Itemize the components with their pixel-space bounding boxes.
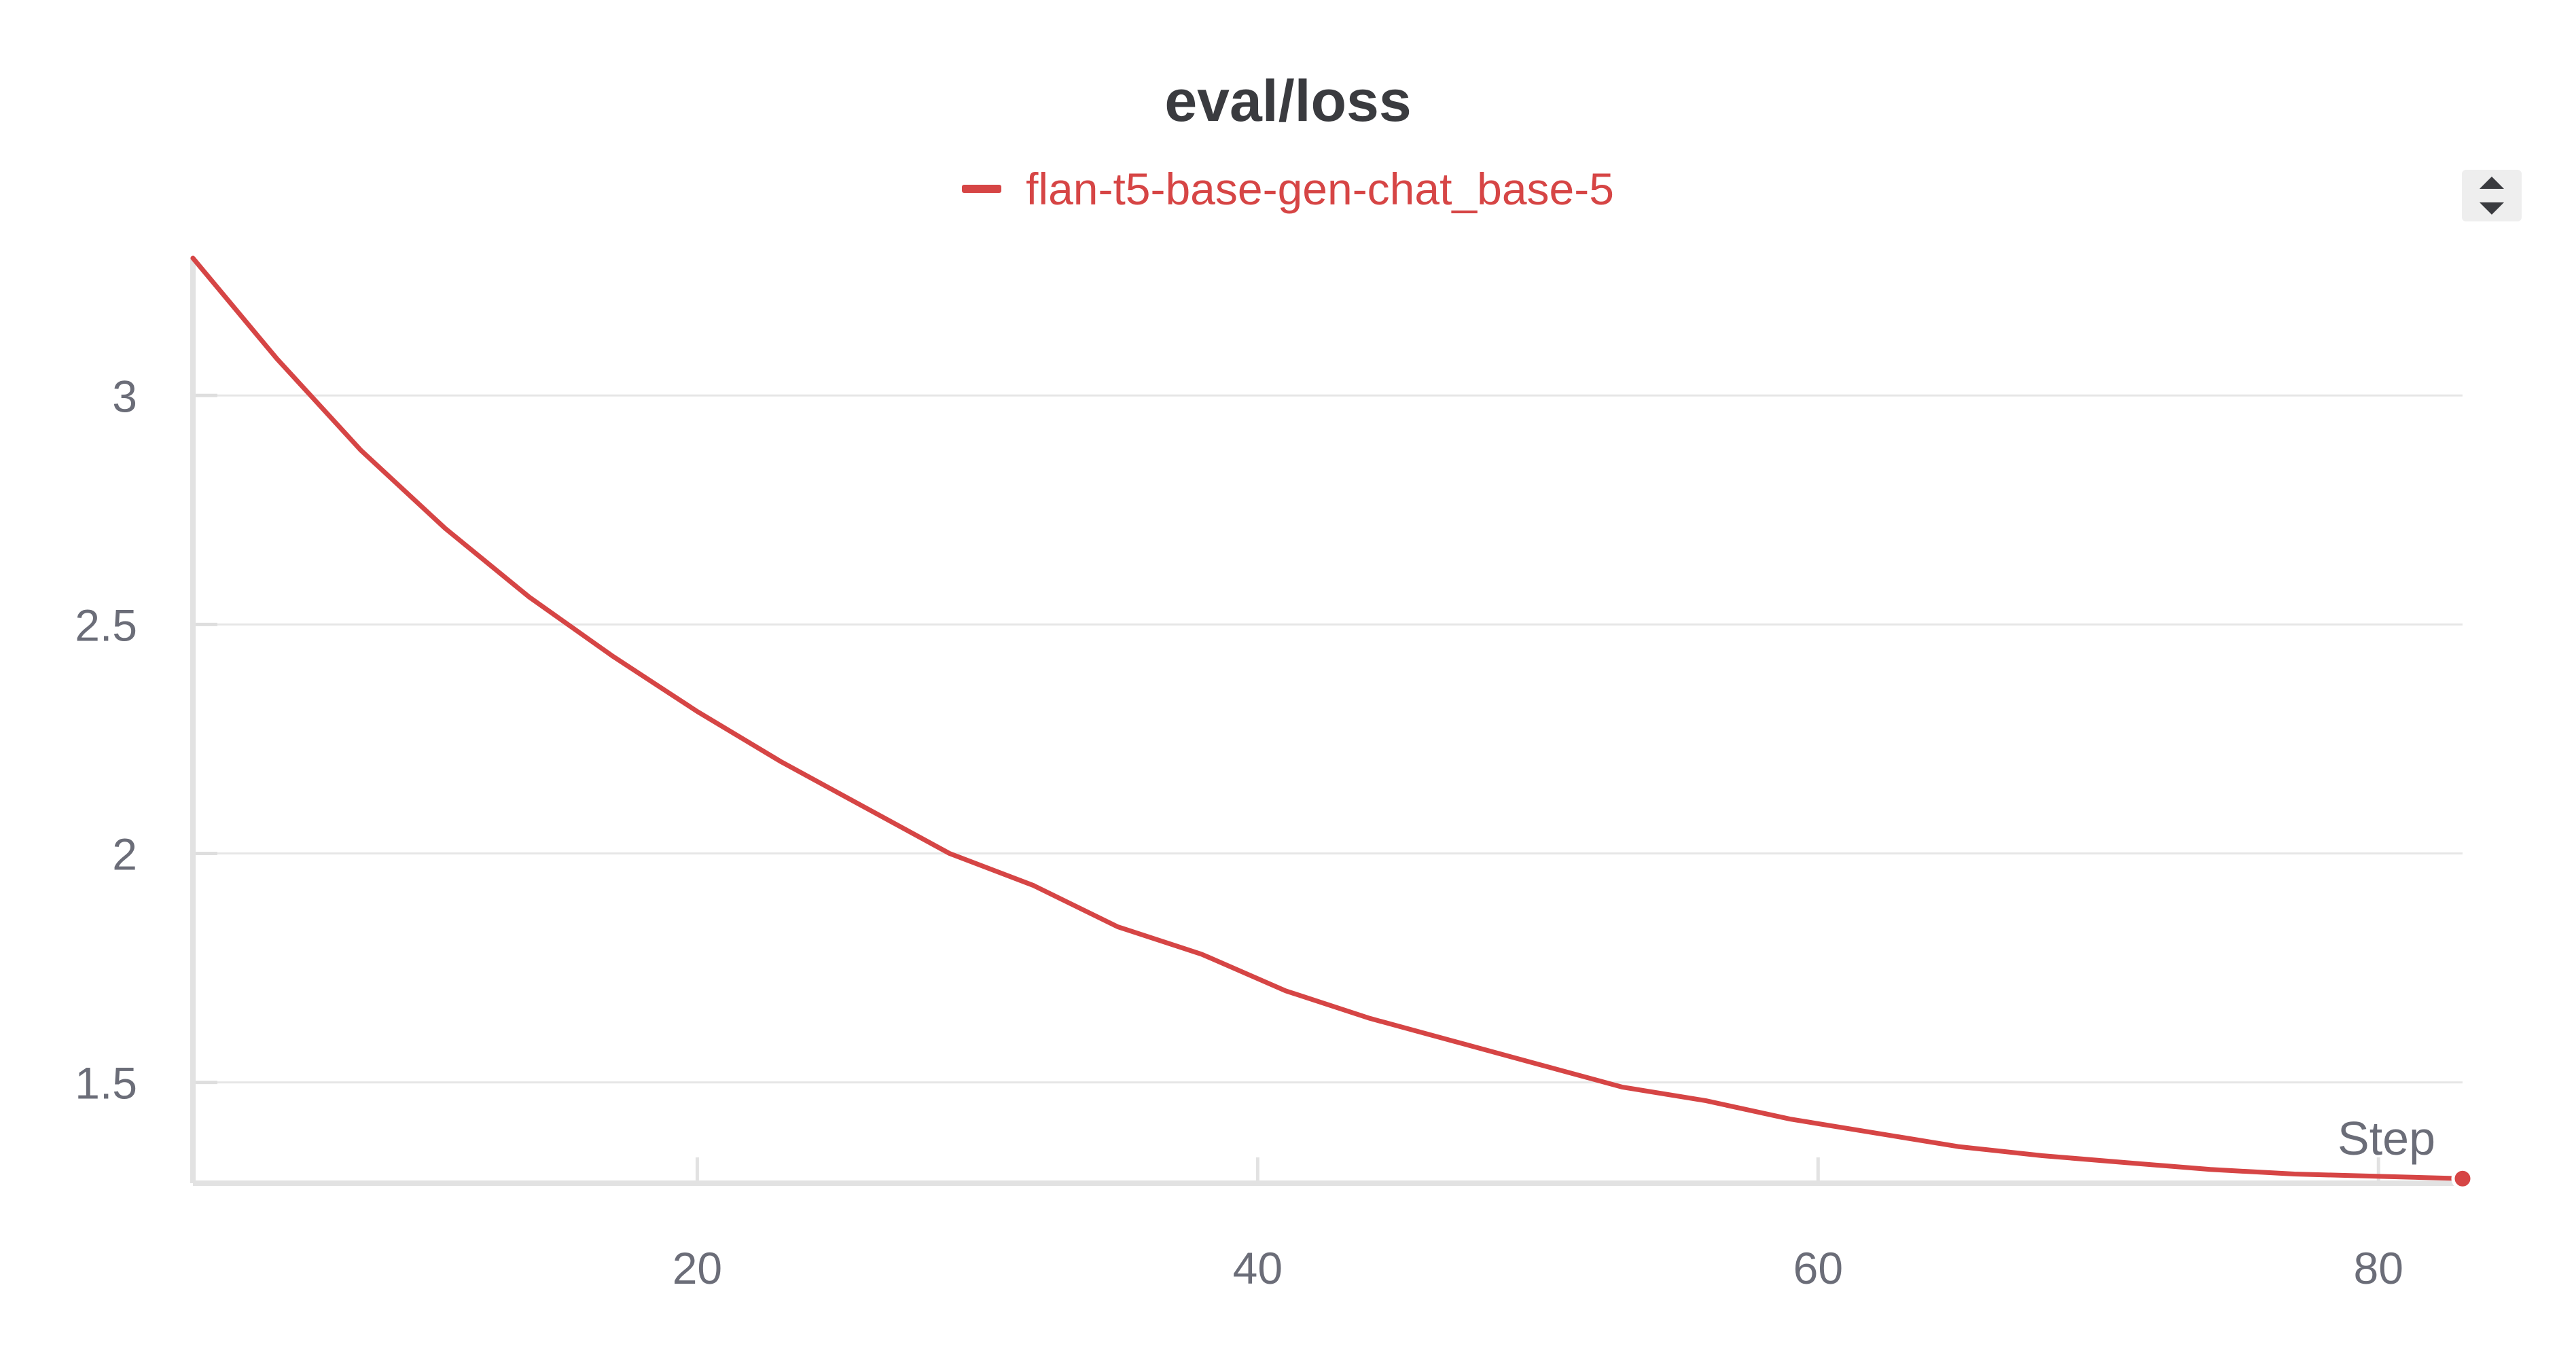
series-line	[190, 255, 2465, 1181]
y-tick-label: 2.5	[75, 600, 137, 650]
x-tick-label: 60	[1793, 1243, 1843, 1293]
data-point	[1452, 1039, 1456, 1043]
data-point	[1620, 1085, 1624, 1089]
legend-label[interactable]: flan-t5-base-gen-chat_base-5	[1026, 164, 1614, 214]
legend-toggle-button[interactable]	[2462, 170, 2522, 221]
y-tick-label: 2	[112, 829, 137, 880]
data-point	[1788, 1117, 1792, 1121]
data-point	[1284, 989, 1288, 993]
data-point	[2124, 1161, 2128, 1165]
x-tick-label: 20	[673, 1243, 722, 1293]
y-tick-label: 1.5	[75, 1058, 137, 1108]
x-tick-label: 80	[2354, 1243, 2403, 1293]
x-axis-title: Step	[2338, 1112, 2435, 1165]
data-point	[1536, 1062, 1540, 1066]
data-point	[1031, 884, 1035, 888]
data-point	[779, 760, 783, 764]
data-point	[695, 710, 699, 714]
data-point	[443, 526, 447, 530]
data-point	[1956, 1144, 1961, 1149]
x-tick-label: 40	[1233, 1243, 1283, 1293]
legend-swatch	[962, 185, 1002, 193]
data-point	[275, 357, 279, 361]
data-point	[611, 655, 615, 659]
data-point	[1200, 952, 1204, 956]
data-point	[1367, 1016, 1372, 1020]
up-down-chevron-icon	[2480, 177, 2504, 215]
data-point	[527, 595, 531, 599]
series-end-marker	[2451, 1167, 2474, 1190]
data-point	[2208, 1168, 2213, 1172]
data-point	[2376, 1174, 2380, 1178]
data-point	[2040, 1154, 2044, 1158]
data-point	[1704, 1099, 1708, 1103]
data-point	[2293, 1172, 2297, 1176]
legend: flan-t5-base-gen-chat_base-5	[0, 163, 2576, 215]
data-point	[191, 256, 195, 260]
data-point	[1115, 924, 1120, 928]
chart-title: eval/loss	[1164, 69, 1412, 134]
data-point	[359, 448, 363, 452]
y-tick-label: 3	[112, 371, 137, 421]
data-point	[863, 806, 867, 810]
data-point	[1872, 1131, 1876, 1135]
data-point	[948, 852, 952, 856]
